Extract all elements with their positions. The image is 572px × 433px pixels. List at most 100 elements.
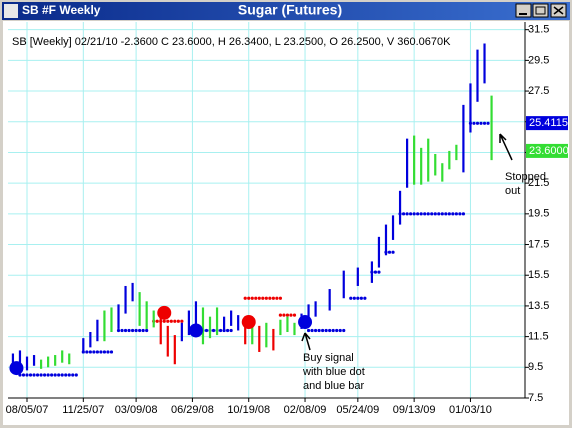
stop-dot — [430, 212, 434, 216]
stop-dot — [328, 328, 332, 333]
x-tick-label: 11/25/07 — [62, 404, 104, 416]
stop-dot — [409, 212, 413, 216]
stop-dot — [433, 212, 437, 216]
maximize-button[interactable] — [532, 3, 549, 18]
stop-dot — [71, 373, 75, 377]
stop-dot — [321, 328, 325, 333]
stop-dot — [99, 350, 103, 354]
stop-dot — [50, 373, 54, 377]
x-tick-label: 09/13/09 — [393, 404, 436, 416]
stop-dot — [250, 296, 254, 300]
stop-dot — [335, 328, 339, 333]
stop-arrow — [499, 133, 513, 161]
stop-dot — [458, 212, 462, 216]
signal-dot — [9, 361, 24, 376]
stop-dot — [377, 270, 381, 274]
stop-dot — [176, 319, 180, 323]
stop-dot — [226, 328, 230, 333]
y-tick-label: 19.5 — [528, 208, 549, 220]
window-buttons[interactable] — [515, 3, 567, 18]
chart-subtitle: SB [Weekly] 02/21/10 -2.3600 C 23.6000, … — [12, 36, 451, 48]
stop-dot — [155, 319, 159, 323]
price-tag-label: 25.4115 — [529, 117, 568, 129]
stop-dot — [482, 121, 487, 125]
stop-dot — [138, 328, 142, 333]
x-tick-label: 08/05/07 — [6, 404, 49, 416]
signal-dot — [241, 315, 256, 330]
stop-dot — [416, 212, 420, 216]
stop-dot — [211, 328, 216, 333]
stop-dot — [282, 313, 286, 317]
stop-dot — [204, 328, 209, 333]
y-tick-label: 21.5 — [528, 177, 549, 189]
stop-dot — [127, 328, 131, 333]
stop-dot — [412, 212, 416, 216]
window-title: SB #F Weekly — [22, 3, 101, 17]
stop-dot — [145, 328, 149, 333]
stop-dot — [278, 313, 283, 317]
stop-dot — [342, 328, 346, 333]
stop-dot — [317, 328, 321, 333]
x-tick-label: 06/29/08 — [171, 404, 214, 416]
stop-dot — [472, 121, 476, 125]
stop-dot — [218, 328, 223, 333]
minimize-button[interactable] — [515, 3, 532, 18]
stop-dot — [85, 350, 89, 354]
price-tag-label: 23.6000 — [529, 145, 569, 157]
stop-dot — [28, 373, 33, 377]
stop-dot — [275, 296, 279, 300]
stop-dot — [359, 296, 363, 300]
app-icon — [4, 4, 18, 18]
signal-dot — [298, 315, 313, 330]
stop-dot — [349, 296, 353, 300]
stop-dot — [479, 121, 483, 125]
stop-dot — [92, 350, 96, 354]
stop-dot — [289, 313, 293, 317]
y-tick-label: 31.5 — [528, 24, 549, 36]
stop-dot — [173, 319, 177, 323]
chart-title: Sugar (Futures) — [238, 2, 342, 18]
stop-dot — [363, 296, 367, 300]
x-tick-label: 03/09/08 — [115, 404, 158, 416]
stop-dot — [106, 350, 110, 354]
stop-dot — [352, 296, 356, 300]
stop-dot — [64, 373, 68, 377]
stop-dot — [292, 313, 297, 317]
x-tick-label: 02/08/09 — [284, 404, 327, 416]
stop-dot — [271, 296, 275, 300]
y-tick-label: 15.5 — [528, 269, 549, 281]
signal-dot — [157, 305, 172, 320]
y-tick-label: 27.5 — [528, 85, 549, 97]
stop-dot — [285, 313, 290, 317]
stop-dot — [180, 319, 184, 323]
stop-dot — [169, 319, 173, 323]
price-tag — [526, 116, 568, 131]
stop-dot — [243, 296, 247, 300]
stop-dot — [310, 328, 314, 333]
stop-dot — [88, 350, 92, 354]
stop-dot — [39, 373, 43, 377]
stop-dot — [454, 212, 458, 216]
stop-dot — [247, 296, 251, 300]
stop-dot — [437, 212, 441, 216]
maximize-icon — [535, 6, 546, 15]
stop-dot — [486, 121, 490, 125]
stop-dot — [254, 296, 258, 300]
stop-dot — [405, 212, 409, 216]
x-tick-label: 10/19/08 — [227, 404, 270, 416]
stop-dot — [451, 212, 455, 216]
stop-dot — [313, 328, 318, 333]
stop-dot — [447, 212, 451, 216]
stop-dot — [391, 250, 395, 254]
stop-dot — [53, 373, 57, 377]
stop-dot — [116, 328, 121, 333]
signal-dot — [188, 323, 203, 338]
annotation: Buy signal with blue dot and blue bar — [302, 352, 365, 392]
stop-dot — [264, 296, 268, 300]
y-tick-label: 29.5 — [528, 54, 549, 66]
stop-dot — [25, 373, 29, 377]
stop-dot — [440, 212, 444, 216]
y-tick-label: 9.5 — [528, 361, 543, 373]
